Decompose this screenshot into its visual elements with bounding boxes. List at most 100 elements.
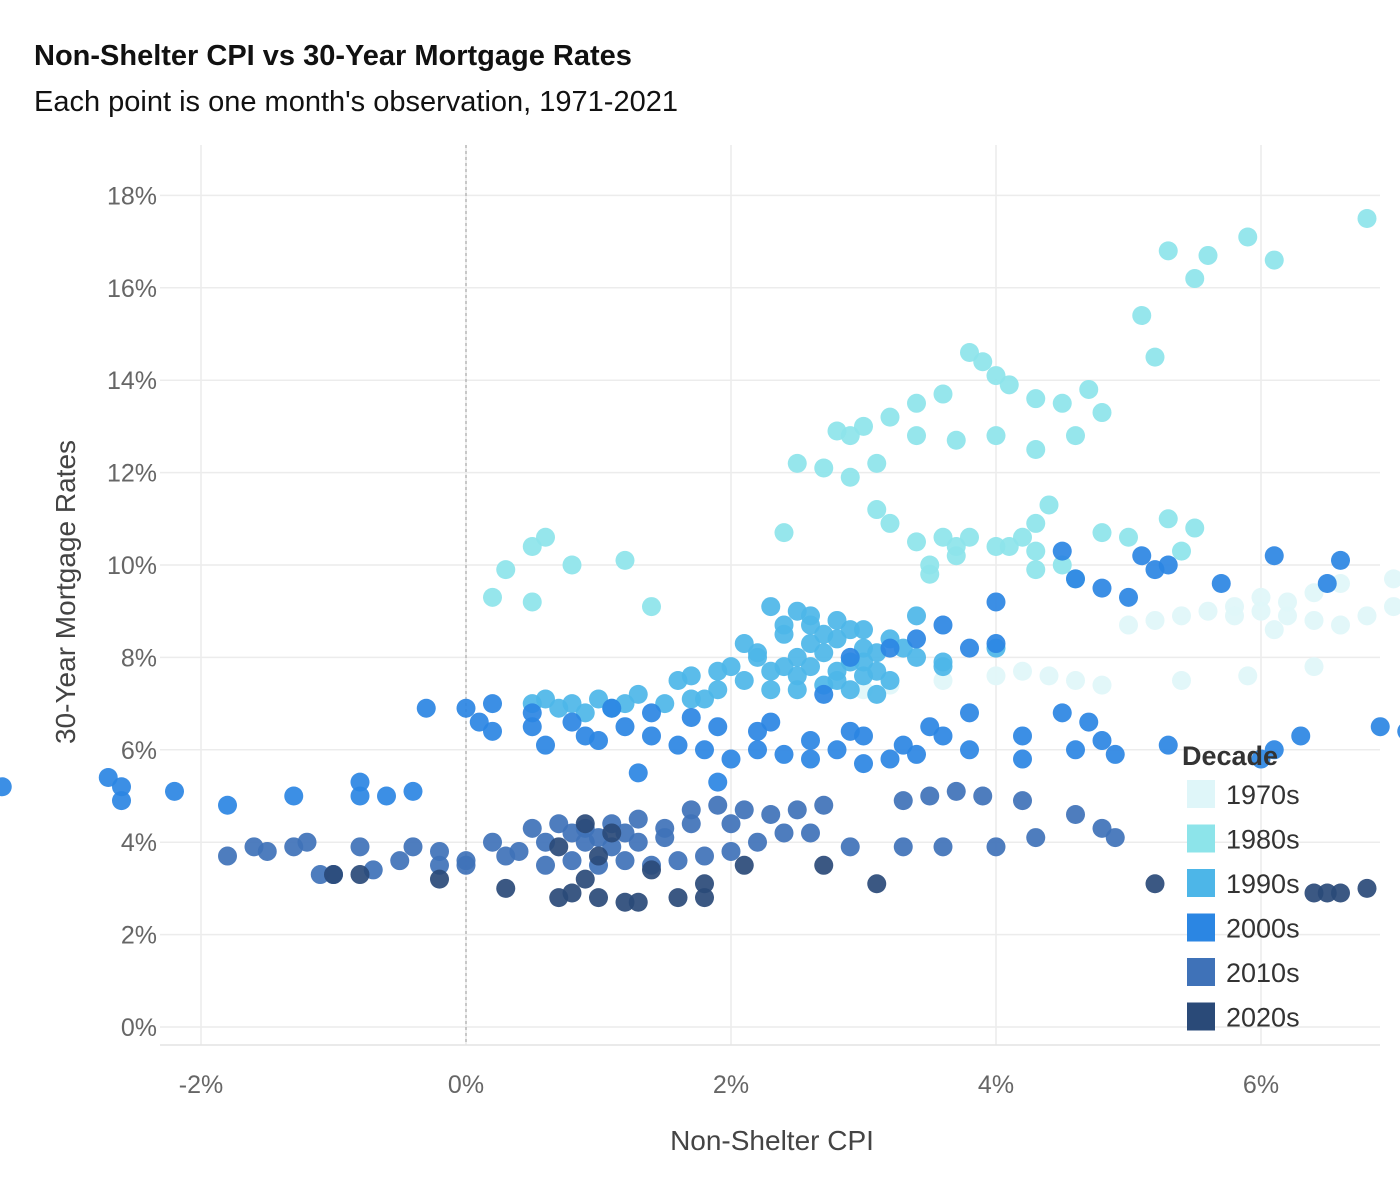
point-1980s — [1185, 518, 1205, 538]
point-2020s — [1317, 883, 1337, 903]
point-2010s — [695, 846, 714, 866]
legend-swatch-2000s — [1187, 913, 1215, 942]
point-1980s — [960, 342, 979, 362]
point-2000s — [1331, 550, 1350, 570]
point-2010s — [549, 814, 569, 834]
y-tick-label: 18% — [107, 182, 157, 210]
point-1980s — [1052, 393, 1072, 413]
point-2020s — [350, 865, 370, 885]
point-1970s — [1384, 597, 1400, 617]
point-2020s — [589, 888, 608, 908]
point-2010s — [602, 837, 622, 857]
point-2000s — [642, 703, 661, 723]
point-1970s — [933, 671, 953, 690]
point-1990s — [827, 610, 847, 630]
point-1990s — [575, 703, 595, 723]
series-2020s — [324, 814, 1377, 912]
y-tick-label: 10% — [107, 552, 157, 580]
point-2000s — [748, 721, 767, 741]
point-2000s — [1158, 735, 1178, 755]
legend-label-2020s: 2020s — [1226, 1003, 1300, 1033]
point-2000s — [840, 721, 860, 741]
point-2000s — [986, 592, 1006, 612]
point-2000s — [1066, 569, 1085, 589]
point-1980s — [522, 592, 542, 612]
chart-title: Non-Shelter CPI vs 30-Year Mortgage Rate… — [34, 40, 632, 72]
point-2010s — [787, 800, 807, 820]
point-2010s — [774, 823, 794, 843]
point-2010s — [986, 837, 1006, 857]
point-1980s — [907, 532, 926, 552]
point-1980s — [880, 513, 900, 533]
point-2000s — [0, 777, 12, 797]
point-2000s — [1052, 703, 1072, 723]
point-1980s — [986, 426, 1006, 446]
point-1990s — [681, 689, 701, 709]
legend-label-2010s: 2010s — [1226, 958, 1300, 988]
series-1970s — [854, 569, 1400, 700]
point-1990s — [801, 634, 820, 654]
legend-label-1990s: 1990s — [1226, 869, 1300, 899]
point-1990s — [801, 615, 820, 635]
point-2000s — [907, 629, 926, 649]
point-2010s — [920, 786, 940, 806]
point-1990s — [933, 652, 953, 672]
point-1980s — [1092, 523, 1112, 543]
point-1990s — [907, 647, 926, 667]
point-1990s — [761, 661, 781, 681]
point-1980s — [973, 352, 993, 372]
point-2010s — [430, 841, 449, 861]
point-2000s — [774, 744, 794, 764]
point-2000s — [986, 634, 1006, 654]
point-1980s — [1039, 495, 1059, 515]
series-1980s — [483, 209, 1377, 617]
point-2000s — [960, 740, 979, 760]
point-2020s — [575, 814, 595, 834]
legend-swatch-1980s — [1187, 824, 1215, 853]
point-2000s — [840, 647, 860, 667]
point-1980s — [1079, 379, 1099, 399]
axis-ticks: -4%-2%0%2%4%6%8%10%12%0%2%4%6%8%10%12%14… — [107, 182, 1279, 1099]
point-2000s — [920, 717, 940, 737]
point-1980s — [1026, 389, 1046, 409]
legend-swatch-2020s — [1187, 1002, 1215, 1031]
point-2010s — [628, 832, 648, 852]
point-1990s — [840, 620, 860, 640]
point-2010s — [310, 865, 330, 885]
point-1980s — [840, 467, 860, 487]
point-2000s — [1211, 573, 1231, 593]
point-2020s — [695, 874, 714, 894]
point-2010s — [562, 823, 582, 843]
point-1990s — [748, 643, 767, 663]
point-1980s — [787, 453, 807, 473]
point-2010s — [536, 855, 555, 875]
point-1980s — [814, 458, 834, 478]
point-2020s — [867, 874, 887, 894]
point-2020s — [549, 888, 569, 908]
point-1980s — [483, 587, 502, 607]
point-2000s — [933, 615, 953, 635]
point-1970s — [1092, 675, 1112, 695]
point-2010s — [430, 855, 449, 875]
point-1980s — [1357, 209, 1377, 228]
point-2010s — [748, 832, 767, 852]
point-1980s — [1172, 541, 1191, 561]
point-1970s — [1251, 587, 1271, 607]
point-2000s — [1013, 726, 1032, 746]
point-2010s — [840, 837, 860, 857]
point-1980s — [986, 537, 1006, 557]
point-2010s — [562, 851, 582, 871]
point-2010s — [509, 841, 529, 861]
point-1980s — [933, 527, 953, 547]
y-tick-label: 0% — [121, 1014, 157, 1042]
point-2020s — [668, 888, 688, 908]
point-1990s — [589, 689, 608, 709]
point-2010s — [628, 809, 648, 829]
point-1980s — [1264, 250, 1284, 270]
point-1980s — [642, 597, 661, 617]
point-1990s — [734, 671, 754, 690]
point-2010s — [814, 795, 834, 815]
point-1980s — [1026, 541, 1046, 561]
point-2000s — [1291, 726, 1311, 746]
point-1980s — [907, 393, 926, 413]
